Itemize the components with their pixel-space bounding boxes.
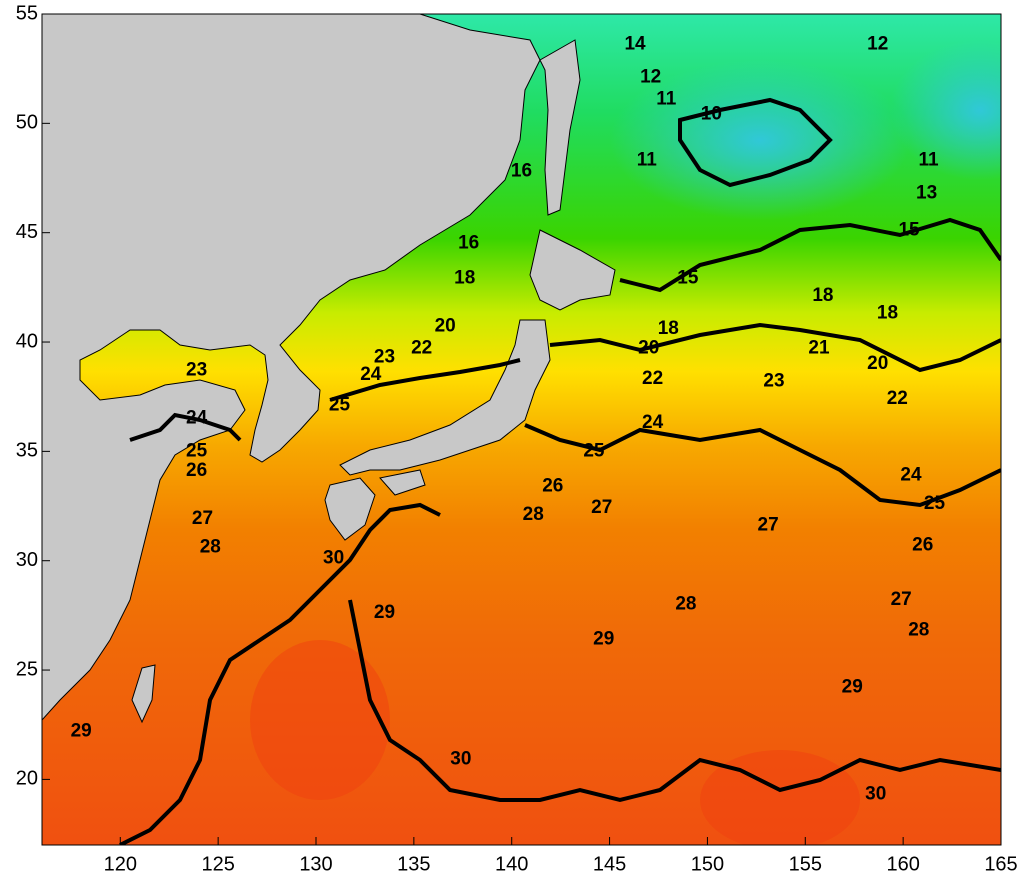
contour-label: 29	[374, 602, 395, 623]
contour-label: 24	[360, 364, 382, 385]
contour-label: 13	[916, 182, 937, 203]
y-tick-label: 30	[16, 549, 38, 571]
contour-label: 28	[908, 620, 929, 641]
contour-label: 29	[842, 677, 863, 698]
y-tick-label: 50	[16, 112, 38, 134]
contour-label: 27	[591, 497, 612, 518]
x-tick-label: 120	[104, 853, 137, 875]
y-tick-label: 55	[16, 2, 38, 24]
contour-label: 22	[411, 338, 432, 359]
x-tick-label: 140	[495, 853, 528, 875]
contour-label: 26	[186, 460, 207, 481]
contour-label: 11	[919, 150, 940, 171]
contour-label: 12	[867, 34, 888, 55]
contour-label: 24	[186, 408, 208, 429]
contour-label: 26	[542, 475, 563, 496]
contour-label: 21	[808, 338, 830, 359]
contour-label: 23	[374, 346, 395, 367]
contour-label: 29	[71, 720, 92, 741]
x-tick-label: 145	[593, 853, 626, 875]
contour-label: 28	[200, 537, 221, 558]
y-tick-label: 20	[16, 768, 38, 790]
x-tick-label: 155	[789, 853, 822, 875]
contour-label: 15	[677, 268, 699, 289]
x-tick-label: 130	[299, 853, 332, 875]
contour-label: 30	[323, 548, 344, 569]
plot-frame	[41, 13, 1002, 846]
contour-label: 25	[329, 394, 351, 415]
x-tick-label: 135	[397, 853, 430, 875]
contour-label: 24	[900, 464, 922, 485]
contour-label: 18	[454, 268, 475, 289]
contour-label: 30	[450, 749, 471, 770]
y-tick-label: 25	[16, 658, 38, 680]
contour-label: 22	[642, 368, 663, 389]
contour-label: 24	[642, 412, 664, 433]
contour-label: 18	[877, 303, 898, 324]
contour-label: 18	[658, 318, 679, 339]
contour-label: 28	[675, 593, 696, 614]
contour-label: 27	[891, 589, 912, 610]
contour-label: 14	[624, 34, 646, 55]
contour-label: 12	[640, 66, 661, 87]
contour-label: 16	[458, 233, 479, 254]
contour-label: 20	[867, 353, 888, 374]
contour-label: 28	[523, 504, 544, 525]
x-tick-label: 150	[691, 853, 724, 875]
contour-label: 11	[637, 150, 658, 171]
contour-label: 22	[887, 388, 908, 409]
contour-label: 25	[583, 440, 605, 461]
contour-label: 29	[593, 628, 614, 649]
contour-label: 26	[912, 534, 933, 555]
contour-label: 25	[186, 440, 208, 461]
contour-label: 20	[435, 316, 456, 337]
contour-label: 10	[701, 104, 722, 125]
y-tick-label: 40	[16, 330, 38, 352]
contour-label: 18	[812, 285, 833, 306]
x-tick-label: 125	[201, 853, 234, 875]
sst-field	[42, 14, 1001, 845]
contour-label: 27	[758, 515, 779, 536]
x-tick-label: 160	[886, 853, 919, 875]
contour-label: 25	[924, 493, 946, 514]
contour-label: 27	[192, 508, 213, 529]
contour-label: 30	[865, 784, 886, 805]
x-tick-label: 165	[984, 853, 1017, 875]
y-tick-label: 35	[16, 440, 38, 462]
contour-label: 23	[186, 359, 207, 380]
contour-label: 15	[898, 220, 920, 241]
y-tick-label: 45	[16, 221, 38, 243]
contour-label: 16	[511, 160, 532, 181]
contour-label: 20	[638, 338, 659, 359]
contour-label: 11	[656, 88, 677, 109]
contour-label: 23	[763, 370, 784, 391]
